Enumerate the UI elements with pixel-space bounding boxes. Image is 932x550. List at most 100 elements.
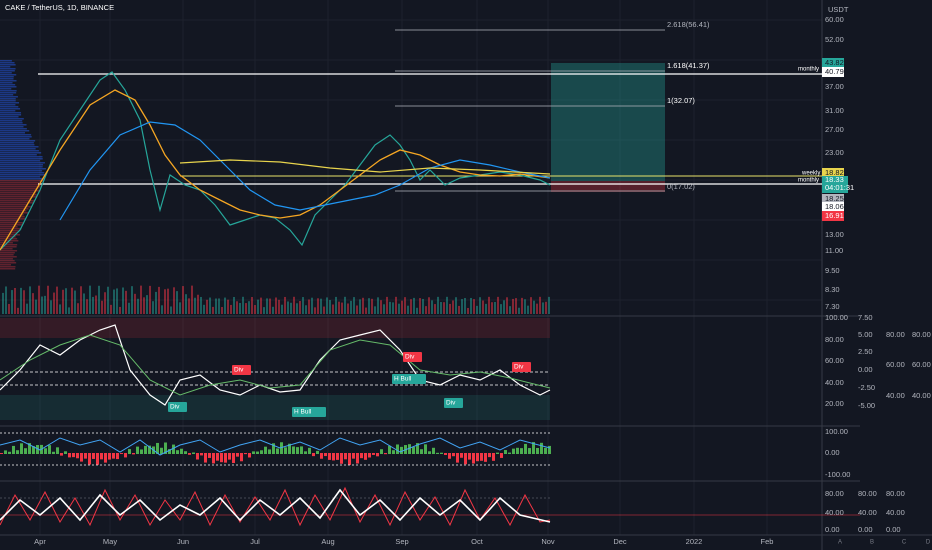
volume-profile — [0, 122, 23, 124]
signal-label: Div — [234, 367, 244, 374]
volume-bar — [110, 304, 112, 314]
signal-line — [0, 334, 551, 396]
signal-label: Div — [405, 354, 415, 361]
volume-profile — [0, 168, 46, 170]
histogram-bar — [352, 453, 355, 459]
volume-bar — [80, 286, 82, 314]
signal-label: H Bull — [294, 409, 312, 416]
histogram-bar — [296, 447, 299, 454]
volume-bar — [485, 303, 487, 314]
histogram-bar — [88, 453, 91, 465]
volume-bar — [164, 289, 166, 314]
volume-profile — [0, 226, 18, 228]
volume-profile — [0, 176, 40, 178]
volume-bar — [194, 297, 196, 314]
volume-bar — [536, 303, 538, 314]
volume-profile — [0, 196, 38, 198]
volume-profile — [0, 136, 32, 138]
histogram-bar — [52, 451, 55, 454]
price-label: 27.00 — [825, 125, 844, 134]
price-label: 43.82 — [825, 58, 844, 67]
volume-profile — [0, 192, 36, 194]
volume-bar — [488, 296, 490, 314]
volume-bar — [38, 285, 40, 314]
volume-profile — [0, 186, 41, 188]
volume-bar — [155, 291, 157, 314]
volume-bar — [440, 302, 442, 314]
time-label: Jun — [177, 537, 189, 546]
histogram-bar — [372, 453, 375, 455]
histogram-bar — [124, 453, 127, 458]
volume-bar — [188, 298, 190, 314]
volume-bar — [197, 294, 199, 314]
line-label: weekly — [801, 171, 820, 177]
volume-profile — [0, 114, 22, 116]
volume-profile — [0, 160, 40, 162]
volume-bar — [356, 305, 358, 314]
time-label: Aug — [321, 537, 334, 546]
time-label: Sep — [395, 537, 408, 546]
volume-bar — [296, 303, 298, 314]
histogram-bar — [240, 453, 243, 462]
volume-bar — [113, 289, 115, 314]
volume-bar — [539, 296, 541, 314]
volume-bar — [17, 307, 19, 314]
histogram-bar — [132, 453, 135, 455]
volume-bar — [377, 297, 379, 314]
volume-bar — [152, 301, 154, 314]
histogram-bar — [180, 448, 183, 454]
signal-tag — [232, 365, 251, 375]
histogram-bar — [364, 453, 367, 460]
histogram-bar — [156, 442, 159, 454]
volume-profile — [0, 112, 22, 114]
volume-bar — [29, 286, 31, 314]
chart-decoration — [0, 0, 822, 535]
volume-bar — [386, 296, 388, 314]
volume-bar — [122, 287, 124, 314]
volume-profile — [0, 124, 27, 126]
volume-profile — [0, 260, 15, 262]
volume-bar — [215, 298, 217, 314]
price-tag — [822, 67, 844, 77]
volume-bar — [257, 299, 259, 314]
volume-bar — [230, 304, 232, 314]
histogram-bar — [20, 443, 23, 454]
ma-slow — [59, 121, 551, 221]
volume-bar — [476, 305, 478, 314]
volume-bar — [212, 306, 214, 314]
volume-bar — [275, 297, 277, 314]
volume-profile — [0, 66, 11, 68]
volume-profile — [0, 238, 18, 240]
volume-bar — [32, 293, 34, 314]
volume-bar — [359, 299, 361, 314]
volume-bar — [146, 295, 148, 314]
histogram-bar — [120, 453, 123, 455]
histogram-bar — [504, 450, 507, 454]
volume-profile — [0, 228, 22, 230]
volume-profile — [0, 188, 39, 190]
ma-fast — [0, 89, 551, 251]
volume-bar — [503, 300, 505, 314]
symbol-title[interactable]: CAKE / TetherUS, 1D, BINANCE — [5, 3, 114, 12]
volume-bar — [290, 302, 292, 314]
volume-bar — [173, 287, 175, 314]
volume-bar — [542, 302, 544, 314]
volume-bar — [365, 307, 367, 314]
volume-bar — [8, 303, 10, 314]
volume-bar — [458, 305, 460, 314]
price-tag — [822, 202, 844, 212]
signal-tag — [392, 374, 426, 384]
volume-bar — [338, 301, 340, 314]
histogram-bar — [524, 443, 527, 454]
volume-profile — [0, 204, 29, 206]
histogram-bar — [392, 450, 395, 454]
axis-label: -100.00 — [825, 470, 850, 479]
volume-bar — [329, 300, 331, 314]
volume-profile — [0, 214, 24, 216]
volume-profile — [0, 154, 37, 156]
volume-bar — [308, 299, 310, 314]
axis-label: 5.00 — [858, 330, 873, 339]
volume-profile — [0, 220, 20, 222]
axis-label: 7.50 — [858, 313, 873, 322]
